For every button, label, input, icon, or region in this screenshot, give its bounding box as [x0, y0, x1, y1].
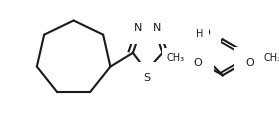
- Text: N: N: [134, 23, 143, 33]
- Text: S: S: [143, 73, 150, 84]
- Text: O: O: [194, 58, 203, 68]
- Text: CH₃: CH₃: [167, 53, 185, 63]
- Text: N: N: [178, 48, 186, 58]
- Text: O: O: [246, 58, 254, 68]
- Text: CH₃: CH₃: [263, 53, 279, 63]
- Text: O: O: [201, 28, 210, 38]
- Text: H: H: [196, 29, 204, 39]
- Text: H: H: [189, 56, 196, 66]
- Text: N: N: [153, 23, 161, 33]
